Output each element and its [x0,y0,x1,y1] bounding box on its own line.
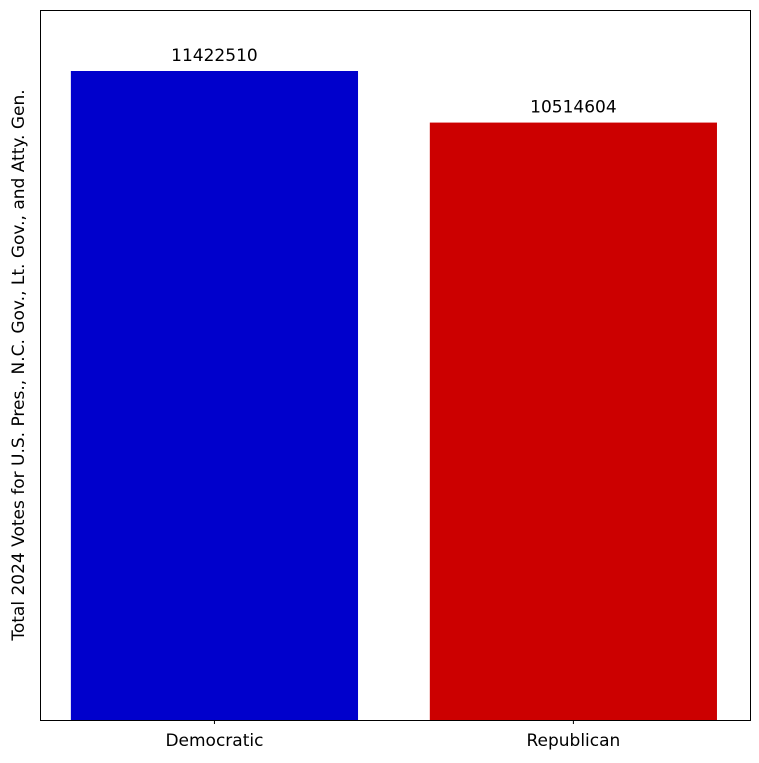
bar-republican [429,122,717,720]
x-tick-label-republican: Republican [526,731,620,751]
data-label-democratic: 11422510 [171,46,258,66]
x-ticks: Democratic Republican [165,720,620,751]
bar-democratic [70,70,359,720]
data-label-republican: 10514604 [530,98,617,118]
plot-frame [40,10,751,721]
x-tick-label-democratic: Democratic [165,731,263,751]
data-labels: 11422510 10514604 [171,46,616,118]
y-axis-label: Total 2024 Votes for U.S. Pres., N.C. Go… [9,89,29,641]
bars [70,70,717,720]
